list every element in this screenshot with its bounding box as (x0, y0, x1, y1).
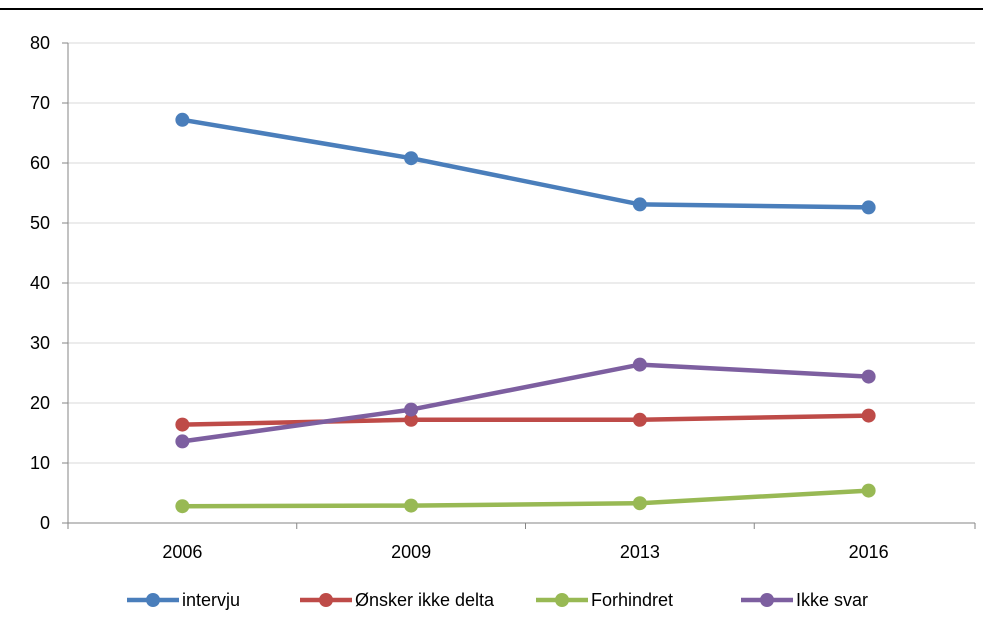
data-point (175, 417, 190, 432)
x-tick-label: 2013 (620, 542, 660, 562)
data-point (861, 369, 876, 384)
series-line (180, 362, 871, 444)
series-1 (175, 408, 876, 432)
data-point (861, 408, 876, 423)
x-tick-label: 2016 (849, 542, 889, 562)
series-line (180, 488, 871, 509)
data-point (175, 499, 190, 514)
y-tick-label: 30 (30, 333, 50, 353)
legend-label: Ønsker ikke delta (355, 590, 495, 610)
series-line (180, 413, 871, 427)
legend-item: Forhindret (536, 590, 673, 610)
y-tick-label: 10 (30, 453, 50, 473)
x-tick-label: 2009 (391, 542, 431, 562)
y-tick-label: 50 (30, 213, 50, 233)
legend-label: Ikke svar (796, 590, 868, 610)
legend-label: Forhindret (591, 590, 673, 610)
data-point (175, 112, 190, 127)
series-2 (175, 483, 876, 514)
data-point (632, 412, 647, 427)
data-point (404, 402, 419, 417)
data-point (861, 200, 876, 215)
x-axis-ticks: 2006 2009 2013 2016 (67, 523, 976, 562)
data-point (861, 483, 876, 498)
series-0 (175, 112, 876, 215)
data-point (632, 197, 647, 212)
legend-item: Ikke svar (741, 590, 868, 610)
x-tick-label: 2006 (162, 542, 202, 562)
series-line (180, 117, 871, 210)
legend: intervju Ønsker ikke delta Forhindret Ikke … (127, 590, 868, 610)
y-tick-label: 20 (30, 393, 50, 413)
gridlines (68, 42, 975, 464)
data-point (632, 357, 647, 372)
data-point (632, 496, 647, 511)
data-point (404, 498, 419, 513)
data-point (404, 412, 419, 427)
y-tick-label: 60 (30, 153, 50, 173)
y-tick-label: 80 (30, 33, 50, 53)
legend-swatch-marker (760, 593, 774, 607)
legend-item: Ønsker ikke delta (300, 590, 495, 610)
data-point (404, 151, 419, 166)
y-axis-ticks: 0 10 20 30 40 50 60 70 80 (30, 33, 68, 533)
y-tick-label: 40 (30, 273, 50, 293)
legend-swatch-marker (555, 593, 569, 607)
data-point (175, 434, 190, 449)
legend-item: intervju (127, 590, 240, 610)
y-tick-label: 70 (30, 93, 50, 113)
series-3 (175, 357, 876, 449)
legend-label: intervju (182, 590, 240, 610)
series-group (175, 112, 876, 514)
legend-swatch-marker (319, 593, 333, 607)
y-tick-label: 0 (40, 513, 50, 533)
legend-swatch-marker (146, 593, 160, 607)
header-rule (0, 8, 983, 10)
